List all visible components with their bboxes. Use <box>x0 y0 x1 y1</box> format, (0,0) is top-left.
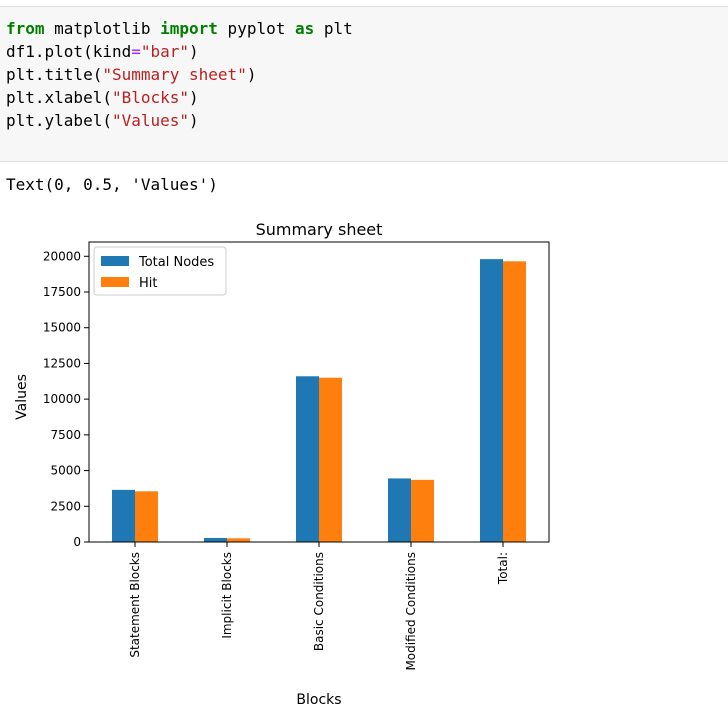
code-token: ) <box>189 42 199 61</box>
y-tick-label: 5000 <box>50 464 81 478</box>
bar-hit <box>411 479 434 542</box>
code-token: as <box>294 19 315 38</box>
bar-hit <box>319 377 342 542</box>
code-token: pyplot <box>217 19 295 38</box>
y-tick-label: 20000 <box>43 249 81 263</box>
bar-hit <box>227 538 250 542</box>
legend-swatch <box>101 277 129 287</box>
code-line: plt.ylabel("Values") <box>6 111 199 130</box>
code-token: plt.title( <box>6 65 103 84</box>
y-tick-label: 12500 <box>43 356 81 370</box>
x-tick-label: Statement Blocks <box>128 552 142 658</box>
x-tick-label: Implicit Blocks <box>220 552 234 639</box>
x-tick-label: Modified Conditions <box>404 552 418 671</box>
code-token: import <box>160 19 218 38</box>
bar-total-nodes <box>296 376 319 542</box>
code-token: ) <box>189 88 199 107</box>
code-line: from matplotlib import pyplot as plt <box>6 19 353 38</box>
bar-hit <box>503 261 526 542</box>
legend: Total Nodes Hit <box>93 246 227 296</box>
code-token: matplotlib <box>44 19 161 38</box>
y-tick-label: 0 <box>73 535 81 549</box>
x-axis-label: Blocks <box>296 692 341 708</box>
bar-total-nodes <box>112 489 135 542</box>
code-token: df1.plot(kind <box>6 42 132 61</box>
bar-total-nodes <box>204 538 227 542</box>
plot-frame <box>88 241 550 543</box>
code-token: plt.xlabel( <box>6 88 112 107</box>
code-token: ) <box>189 111 199 130</box>
code-token: plt <box>314 19 353 38</box>
code-token: ) <box>246 65 257 84</box>
bar-hit <box>135 491 158 542</box>
y-tick-label: 2500 <box>50 499 81 513</box>
legend-swatch <box>101 256 129 266</box>
legend-label: Hit <box>139 276 157 291</box>
y-axis-label: Values <box>14 374 30 420</box>
code-input[interactable]: from matplotlib import pyplot as plt df1… <box>6 17 353 132</box>
y-tick-label: 17500 <box>43 285 81 299</box>
code-token: "bar" <box>140 42 190 61</box>
y-tick-label: 15000 <box>43 321 81 335</box>
code-token: plt.ylabel( <box>6 111 112 130</box>
code-line: df1.plot(kind="bar") <box>6 42 199 61</box>
y-tick-label: 7500 <box>50 428 81 442</box>
x-tick-label: Basic Conditions <box>312 552 326 651</box>
chart-title: Summary sheet <box>256 220 383 239</box>
code-cell[interactable]: from matplotlib import pyplot as plt df1… <box>0 6 728 162</box>
code-token: "Blocks" <box>111 88 190 107</box>
code-token: "Values" <box>111 111 190 130</box>
bar-total-nodes <box>388 478 411 542</box>
bar-chart: Summary sheet Blocks Values 0 2500 5000 750… <box>14 220 550 708</box>
bar-total-nodes <box>480 259 503 542</box>
code-line: plt.title("Summary sheet") <box>6 65 256 84</box>
y-tick-label: 10000 <box>43 392 81 406</box>
cell-output-text: Text(0, 0.5, 'Values') <box>6 175 218 194</box>
code-token: = <box>131 42 141 61</box>
code-line: plt.xlabel("Blocks") <box>6 88 199 107</box>
code-token: from <box>6 19 45 38</box>
x-tick-label: Total: <box>496 552 510 585</box>
legend-label: Total Nodes <box>138 255 214 270</box>
code-token: "Summary sheet" <box>102 65 247 84</box>
